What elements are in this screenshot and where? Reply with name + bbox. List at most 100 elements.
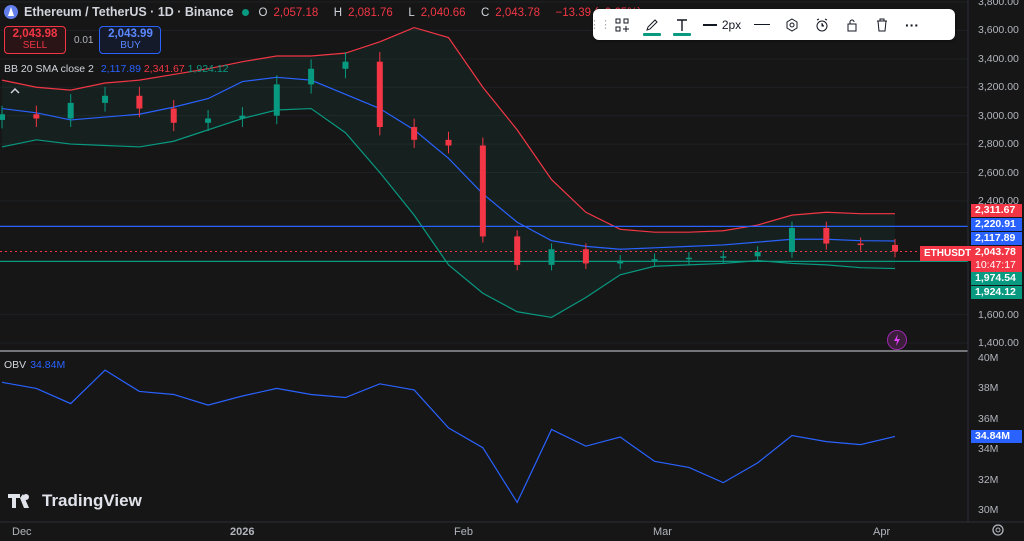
more-icon[interactable]: ··· [905,16,919,33]
bb-legend[interactable]: BB 20 SMA close 2 2,117.89 2,341.67 1,92… [4,63,229,75]
obv-name: OBV [4,359,27,371]
text-icon[interactable] [667,9,697,40]
symbol-price-tag[interactable]: ETHUSDT [920,246,976,261]
price-tick-label: 2,800.00 [978,138,1019,151]
object-tree-icon[interactable] [607,9,637,40]
bb-upper-line [1,26,895,233]
bb-basis-axis-label: 2,117.89 [971,232,1022,245]
bb-lower-value: 1,924.12 [187,63,229,75]
candle-body [514,236,521,265]
candle-body [754,252,761,257]
candle-body [102,95,109,103]
candle-body [67,102,74,119]
gear-icon[interactable] [991,523,1005,537]
obv-tick-label: 34M [978,443,999,456]
time-tick-label: Mar [653,526,672,538]
price-tick-label: 1,600.00 [978,308,1019,321]
bb-fill [2,27,895,318]
candle-body [170,108,177,123]
candle-body [479,145,486,237]
bb-lower-axis-label: 1,924.12 [971,286,1022,299]
lock-icon[interactable] [837,9,867,40]
candle-body [823,227,830,244]
alert-icon[interactable] [887,330,907,350]
candle-body [273,84,280,116]
ethereum-icon [4,5,18,19]
hline2-axis-label[interactable]: 1,974.54 [971,272,1022,285]
sell-price: 2,043.98 [12,28,58,40]
ohlc-values: O 2,057.18 H 2,081.76 L 2,040.66 C 2,043.78 … [259,5,648,19]
time-tick-label: 2026 [230,526,255,538]
obv-tick-label: 38M [978,382,999,395]
market-status-dot[interactable] [241,8,249,16]
low-value: 2,040.66 [420,7,466,19]
price-tick-label: 3,800.00 [978,0,1019,8]
open-value: 2,057.18 [273,7,319,19]
candle-body [239,115,246,119]
line-style-icon[interactable] [747,9,777,40]
trash-icon[interactable] [867,9,897,40]
line-width-button[interactable]: 2px [697,9,747,40]
bb-name: BB 20 SMA close 2 [4,63,94,75]
spread-value: 0.01 [74,34,94,46]
price-tick-label: 1,400.00 [978,337,1019,349]
obv-legend[interactable]: OBV 34.84M [4,359,65,371]
price-tick-label: 3,400.00 [978,52,1019,65]
candle-body [308,68,315,85]
hline-axis-label[interactable]: 2,220.91 [971,218,1022,231]
candle-body [720,256,727,258]
candle-body [788,227,795,253]
last-price-label: 2,043.78 [971,246,1022,259]
tradingview-wordmark: TradingView [42,491,142,510]
bb-basis-value: 2,117.89 [100,63,141,75]
buy-price: 2,043.99 [108,28,153,40]
pencil-icon[interactable] [637,9,667,40]
buy-label: BUY [120,40,141,51]
alert-clock-icon[interactable] [807,9,837,40]
time-tick-label: Apr [873,526,891,538]
candle-body [411,127,418,140]
candle-body [205,118,212,123]
tradingview-logo-icon [8,494,29,508]
candle-body [582,249,589,264]
bb-basis-line [1,76,896,250]
candle-body [548,249,555,265]
candle-body [0,114,5,120]
price-tick-label: 2,400.00 [978,194,1019,207]
sell-label: SELL [22,40,48,51]
candle-body [136,95,143,109]
bb-upper-value: 2,341.67 [143,63,185,75]
obv-tick-label: 36M [978,412,999,425]
obv-line [1,369,896,504]
tradingview-logo[interactable]: TradingView [8,491,142,511]
time-tick-label: Feb [454,526,473,538]
close-value: 2,043.78 [495,7,541,19]
settings-icon[interactable] [777,9,807,40]
candle-body [651,259,658,261]
obv-axis-label: 34.84M [971,430,1022,443]
time-tick-label: Dec [12,526,32,538]
candle-body [376,61,383,128]
drawing-toolbar: ⋮⋮ 2px ··· [589,9,955,40]
obv-tick-label: 30M [978,504,999,516]
candle-body [342,61,349,69]
price-tick-label: 2,600.00 [978,166,1019,179]
sell-button[interactable]: 2,043.98 SELL [4,26,66,54]
high-value: 2,081.76 [348,7,393,19]
symbol-title[interactable]: Ethereum / TetherUS · 1D · Binance [24,5,234,19]
candle-body [617,260,624,264]
obv-value: 34.84M [30,359,66,371]
candle-body [685,257,692,260]
candle-body [445,139,452,146]
price-tick-label: 3,600.00 [978,24,1019,37]
chevron-up-icon[interactable] [8,84,22,98]
grid [0,1,968,344]
bar-countdown: 10:47:17 [971,259,1022,272]
drag-handle-icon[interactable]: ⋮⋮ [589,19,611,31]
price-tick-label: 3,000.00 [978,109,1019,122]
obv-tick-label: 40M [978,352,999,364]
price-tick-label: 3,200.00 [978,81,1019,94]
buy-button[interactable]: 2,043.99 BUY [99,26,162,54]
